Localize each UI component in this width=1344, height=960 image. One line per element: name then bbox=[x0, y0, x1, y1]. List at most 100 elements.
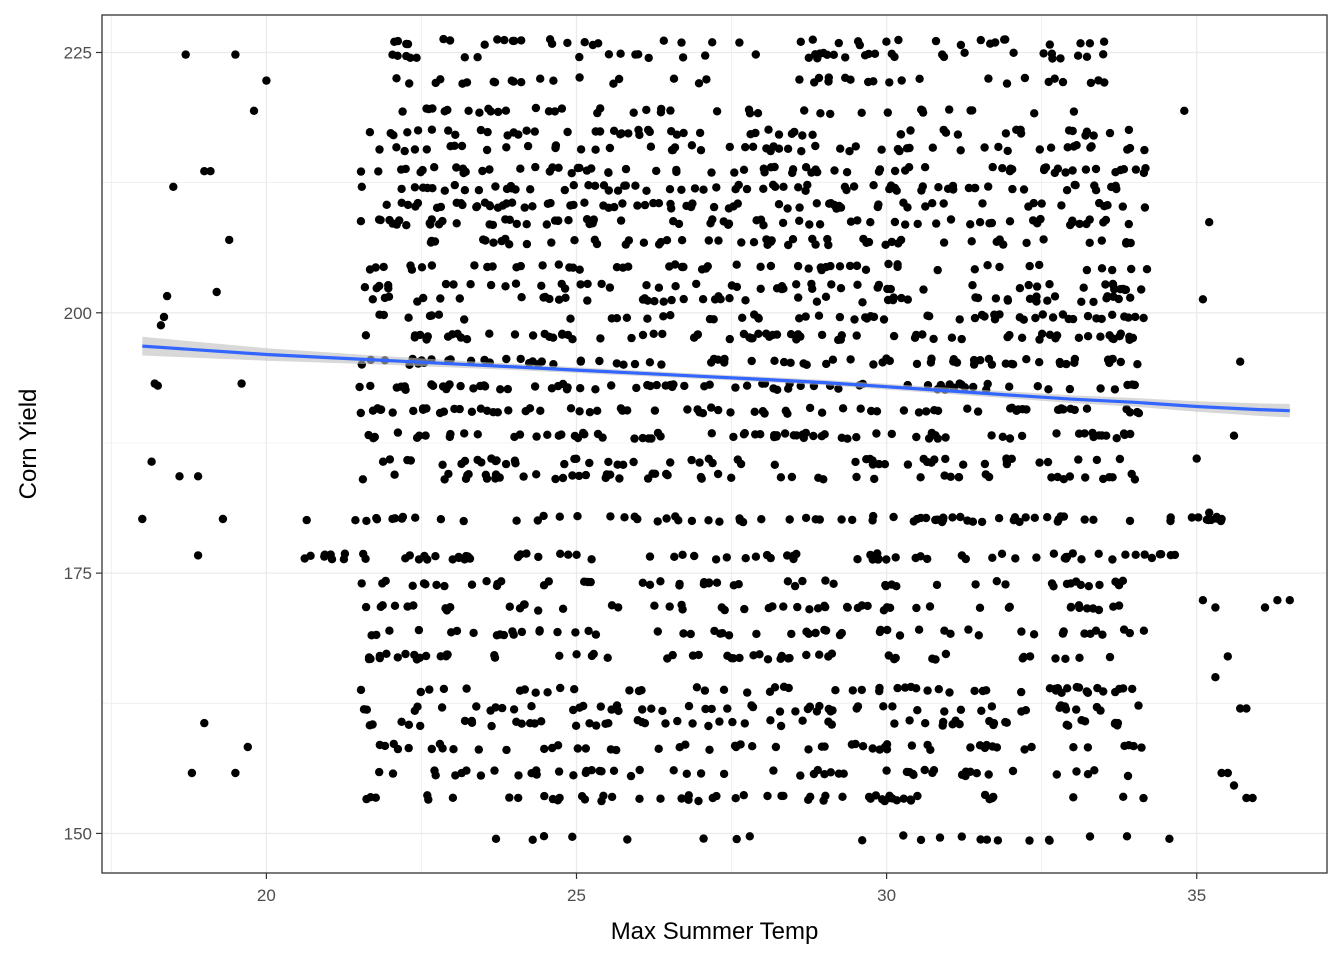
data-point bbox=[882, 37, 891, 46]
data-point bbox=[416, 721, 425, 731]
data-point bbox=[1070, 358, 1079, 367]
data-point bbox=[719, 217, 728, 226]
data-point bbox=[1020, 73, 1030, 83]
data-point bbox=[1260, 603, 1270, 612]
data-point bbox=[440, 581, 449, 591]
data-point bbox=[1074, 429, 1084, 438]
data-point bbox=[945, 105, 954, 114]
data-point bbox=[159, 312, 169, 322]
data-point bbox=[751, 128, 760, 138]
data-point bbox=[1134, 409, 1144, 418]
data-point bbox=[860, 51, 870, 60]
data-point bbox=[808, 130, 817, 139]
data-point bbox=[466, 280, 475, 289]
data-point bbox=[1088, 428, 1097, 438]
data-point bbox=[1086, 78, 1096, 88]
data-point bbox=[558, 604, 568, 613]
data-point bbox=[1057, 201, 1066, 210]
data-point bbox=[939, 199, 948, 208]
data-point bbox=[912, 603, 921, 613]
data-point bbox=[984, 74, 993, 83]
data-point bbox=[751, 552, 761, 561]
data-point bbox=[447, 628, 456, 637]
data-point bbox=[891, 553, 900, 562]
data-point bbox=[193, 551, 203, 560]
data-point bbox=[583, 296, 592, 305]
data-point bbox=[575, 703, 584, 712]
data-point bbox=[547, 384, 557, 393]
data-point bbox=[1082, 265, 1092, 275]
data-point bbox=[1089, 297, 1098, 307]
data-point bbox=[984, 472, 994, 482]
data-point bbox=[401, 554, 410, 563]
data-point bbox=[988, 553, 997, 562]
data-point bbox=[402, 51, 411, 61]
data-point bbox=[1016, 129, 1026, 138]
data-point bbox=[866, 218, 875, 227]
data-point bbox=[456, 381, 465, 391]
data-point bbox=[487, 721, 496, 731]
data-point bbox=[522, 239, 532, 249]
data-point bbox=[1062, 552, 1072, 562]
data-point bbox=[771, 742, 781, 752]
data-point bbox=[617, 405, 627, 415]
data-point bbox=[1025, 294, 1035, 303]
data-point bbox=[498, 703, 507, 713]
data-point bbox=[824, 704, 833, 714]
data-point bbox=[362, 516, 371, 526]
data-point bbox=[616, 49, 625, 58]
data-point bbox=[517, 78, 526, 87]
data-point bbox=[509, 705, 519, 714]
data-point bbox=[500, 35, 509, 45]
data-point bbox=[520, 600, 529, 609]
data-point bbox=[413, 297, 422, 306]
data-point bbox=[591, 385, 600, 394]
data-point bbox=[1068, 126, 1077, 136]
data-point bbox=[715, 517, 724, 526]
data-point bbox=[539, 581, 549, 590]
data-point bbox=[570, 431, 580, 441]
data-point bbox=[670, 552, 679, 561]
data-point bbox=[1069, 107, 1079, 116]
data-point bbox=[1083, 770, 1093, 779]
data-point bbox=[869, 181, 878, 190]
data-point bbox=[357, 579, 366, 588]
data-point bbox=[740, 604, 749, 614]
data-point bbox=[702, 75, 711, 84]
data-point bbox=[629, 457, 638, 467]
data-point bbox=[816, 109, 825, 118]
data-point bbox=[1027, 742, 1036, 752]
data-point bbox=[476, 771, 486, 780]
data-point bbox=[923, 686, 932, 695]
data-point bbox=[995, 262, 1004, 272]
data-point bbox=[457, 768, 466, 778]
data-point bbox=[820, 625, 829, 635]
data-point bbox=[200, 167, 209, 176]
data-point bbox=[857, 108, 866, 118]
data-point bbox=[811, 240, 820, 249]
data-point bbox=[705, 314, 715, 324]
data-point bbox=[568, 832, 577, 841]
data-point bbox=[1166, 551, 1176, 560]
data-point bbox=[704, 721, 713, 731]
data-point bbox=[1029, 630, 1039, 639]
data-point bbox=[1002, 79, 1012, 88]
data-point bbox=[511, 279, 521, 288]
data-point bbox=[1041, 163, 1051, 172]
data-point bbox=[780, 429, 790, 438]
data-point bbox=[783, 577, 793, 586]
data-point bbox=[355, 382, 364, 392]
data-point bbox=[948, 513, 957, 522]
data-point bbox=[754, 314, 763, 323]
data-point bbox=[483, 127, 492, 137]
data-point bbox=[793, 602, 802, 612]
data-point bbox=[688, 719, 697, 728]
data-point bbox=[1242, 793, 1251, 803]
data-point bbox=[405, 79, 414, 88]
data-point bbox=[1043, 457, 1053, 467]
data-point bbox=[564, 550, 573, 559]
data-point bbox=[991, 294, 1001, 303]
data-point bbox=[858, 742, 868, 751]
data-point bbox=[733, 199, 742, 208]
data-point bbox=[596, 104, 605, 113]
